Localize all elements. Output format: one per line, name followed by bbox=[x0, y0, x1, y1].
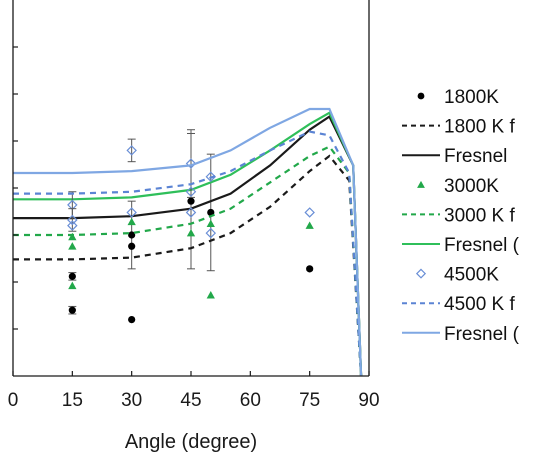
legend-entry: Fresnel bbox=[402, 146, 507, 167]
x-tick-label: 45 bbox=[180, 390, 201, 411]
legend-label: Fresnel bbox=[444, 146, 507, 167]
data-point bbox=[67, 214, 78, 226]
x-tick-label: 60 bbox=[240, 390, 261, 411]
legend-entry: 1800 K f bbox=[402, 117, 515, 138]
legend-entry: 4500K bbox=[415, 265, 499, 286]
data-point bbox=[206, 291, 215, 299]
data-point bbox=[68, 232, 77, 241]
legend-label: Fresnel ( bbox=[444, 324, 520, 345]
data-point bbox=[206, 219, 215, 228]
legend-label: 3000 K f bbox=[444, 205, 515, 226]
legend-entry: 4500 K f bbox=[402, 294, 515, 315]
data-point bbox=[128, 242, 136, 250]
data-point bbox=[67, 220, 78, 231]
legend-label: 1800K bbox=[444, 87, 499, 108]
data-point bbox=[68, 281, 77, 290]
data-point bbox=[185, 158, 197, 169]
legend-entry: Fresnel ( bbox=[402, 324, 520, 345]
data-point bbox=[185, 207, 197, 218]
x-tick-label: 15 bbox=[62, 390, 83, 411]
series-6 bbox=[67, 129, 315, 239]
legend-label: 1800 K f bbox=[444, 117, 515, 138]
legend-entry: 3000 K f bbox=[402, 205, 515, 226]
data-point bbox=[68, 242, 77, 250]
data-point bbox=[128, 316, 136, 324]
legend-label: 4500K bbox=[444, 265, 499, 286]
data-point bbox=[205, 227, 217, 239]
data-point bbox=[128, 231, 136, 239]
series-line bbox=[13, 145, 363, 377]
series-1 bbox=[13, 154, 363, 377]
legend-swatch bbox=[417, 180, 425, 188]
series-line bbox=[13, 107, 363, 377]
legend-swatch bbox=[415, 268, 427, 279]
x-tick-label: 90 bbox=[358, 390, 379, 411]
data-point bbox=[185, 186, 197, 198]
data-point bbox=[126, 145, 137, 156]
legend-label: Fresnel ( bbox=[444, 235, 520, 256]
series-0 bbox=[68, 132, 314, 324]
data-point bbox=[68, 306, 76, 314]
data-point bbox=[186, 228, 196, 237]
x-axis-title: Angle (degree) bbox=[125, 431, 257, 453]
series-8 bbox=[13, 107, 363, 377]
legend: 1800K 1800 K f Fresnel 3000K 3000 K f Fresnel… bbox=[402, 87, 520, 345]
legend-entry: Fresnel ( bbox=[402, 235, 520, 256]
data-point bbox=[306, 265, 314, 273]
series-4 bbox=[13, 145, 363, 377]
data-point bbox=[187, 197, 195, 205]
data-point bbox=[127, 217, 136, 226]
data-point bbox=[305, 221, 314, 229]
data-point bbox=[126, 207, 137, 218]
data-point bbox=[205, 171, 217, 182]
legend-label: 3000K bbox=[444, 176, 499, 197]
data-point bbox=[68, 272, 76, 280]
series-line bbox=[13, 130, 363, 377]
series-layer bbox=[13, 107, 363, 377]
x-tick-label: 0 bbox=[8, 390, 19, 411]
data-point bbox=[207, 208, 215, 217]
data-point bbox=[304, 207, 315, 218]
legend-swatch bbox=[417, 92, 425, 100]
series-3 bbox=[68, 217, 314, 299]
legend-entry: 1800K bbox=[417, 87, 499, 108]
legend-label: 4500 K f bbox=[444, 294, 515, 315]
series-line bbox=[13, 154, 363, 377]
x-tick-label: 75 bbox=[299, 390, 320, 411]
x-tick-label: 30 bbox=[121, 390, 142, 411]
legend-entry: 3000K bbox=[417, 176, 499, 197]
axes-layer: 0 15 30 45 60 75 90 bbox=[8, 0, 380, 411]
series-7 bbox=[13, 130, 363, 377]
